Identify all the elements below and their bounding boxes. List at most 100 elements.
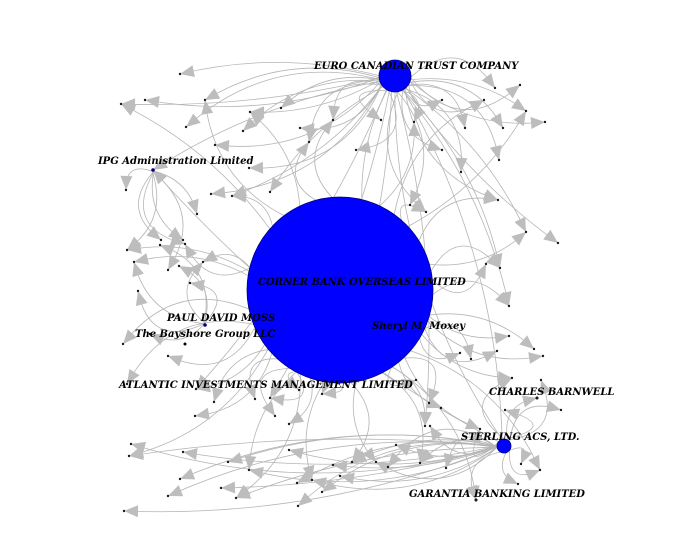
- leaf-node: [559, 408, 563, 412]
- leaf-node: [516, 482, 520, 486]
- edge: [386, 364, 426, 427]
- leaf-node: [307, 140, 311, 144]
- edge: [314, 119, 337, 202]
- leaf-node: [166, 494, 170, 498]
- leaf-node: [331, 118, 335, 122]
- arrowhead: [464, 418, 480, 430]
- arrowhead: [127, 369, 140, 384]
- leaf-node: [194, 387, 198, 391]
- arrowhead: [505, 85, 520, 99]
- leaf-node: [427, 401, 431, 405]
- leaf-node: [535, 396, 539, 400]
- arrowhead: [352, 447, 366, 462]
- node-corner-bank-overseas[interactable]: [246, 196, 434, 384]
- arrowhead: [416, 448, 429, 463]
- arrowhead: [146, 226, 161, 240]
- arrowhead: [502, 472, 518, 484]
- arrowhead: [270, 382, 283, 398]
- edge: [249, 111, 301, 212]
- edge: [408, 80, 504, 129]
- leaf-node: [132, 260, 136, 264]
- leaf-node: [440, 98, 444, 102]
- arrowhead: [244, 455, 257, 470]
- leaf-node: [268, 190, 272, 194]
- arrowhead: [543, 229, 558, 243]
- leaf-node: [459, 170, 463, 174]
- leaf-node: [524, 230, 528, 234]
- arrowhead: [505, 408, 521, 420]
- edge: [387, 428, 498, 468]
- arrowhead: [298, 492, 313, 506]
- arrowhead: [135, 291, 148, 307]
- arrowhead: [430, 426, 443, 441]
- arrowhead: [328, 105, 341, 120]
- leaf-node: [201, 260, 205, 264]
- edge: [409, 80, 546, 124]
- node-paul-dot[interactable]: [203, 323, 207, 327]
- edge: [409, 76, 521, 110]
- leaf-node: [331, 463, 335, 467]
- arrowhead: [522, 395, 537, 408]
- edge: [249, 79, 381, 113]
- edge: [409, 78, 527, 112]
- leaf-node: [166, 354, 170, 358]
- leaf-node: [497, 158, 501, 162]
- arrowhead: [333, 460, 348, 473]
- edge: [311, 446, 498, 490]
- leaf-node: [148, 332, 152, 336]
- leaf-node: [213, 143, 217, 147]
- leaf-node: [124, 188, 128, 192]
- leaf-node: [493, 86, 497, 90]
- arrowhead: [490, 112, 503, 128]
- arrowhead: [250, 112, 265, 126]
- leaf-node: [379, 118, 383, 122]
- arrowhead: [243, 117, 258, 131]
- leaf-node: [183, 242, 187, 246]
- edge: [248, 446, 498, 483]
- arrowhead: [150, 334, 166, 346]
- arrowhead: [221, 481, 236, 494]
- arrowhead: [145, 96, 160, 108]
- leaf-node: [510, 376, 514, 380]
- arrowhead: [127, 242, 142, 254]
- arrowhead: [414, 106, 426, 122]
- arrowhead: [319, 120, 333, 135]
- leaf-node: [212, 400, 216, 404]
- node-sterling-acs[interactable]: [496, 438, 512, 454]
- label-sterling-acs: STERLING ACS, LTD.: [461, 432, 579, 443]
- node-bayshore-dot[interactable]: [183, 342, 187, 346]
- leaf-node: [556, 241, 560, 245]
- arrowhead: [388, 452, 402, 467]
- edge: [126, 320, 260, 385]
- label-sheryl-moxey: Sheryl M. Moxey: [372, 321, 466, 332]
- arrowhead: [168, 226, 183, 240]
- leaf-node: [181, 450, 185, 454]
- leaf-node: [478, 427, 482, 431]
- arrowhead: [297, 471, 313, 483]
- leaf-node: [424, 210, 428, 214]
- leaf-node: [501, 126, 505, 130]
- node-euro-canadian-trust[interactable]: [378, 59, 412, 93]
- edge: [120, 103, 274, 234]
- arrowhead: [513, 111, 526, 127]
- arrowhead: [168, 485, 184, 497]
- arrowhead: [185, 244, 198, 260]
- arrowhead: [322, 386, 337, 399]
- leaf-node: [463, 126, 467, 130]
- arrowhead: [281, 94, 296, 108]
- arrowhead: [249, 467, 264, 479]
- hub-node-layer: [151, 59, 539, 502]
- arrowhead: [168, 355, 184, 367]
- arrowhead: [519, 335, 534, 349]
- arrowhead: [195, 407, 210, 420]
- arrowhead: [249, 161, 264, 174]
- arrowhead: [262, 401, 275, 416]
- arrowhead: [420, 411, 432, 426]
- leaf-node: [295, 481, 299, 485]
- arrowhead: [456, 113, 468, 128]
- label-charles-barnwell: CHARLES BARNWELL: [489, 387, 614, 398]
- node-ipg-dot[interactable]: [151, 168, 155, 172]
- arrowhead: [340, 472, 355, 485]
- leaf-node: [247, 468, 251, 472]
- leaf-node: [320, 490, 324, 494]
